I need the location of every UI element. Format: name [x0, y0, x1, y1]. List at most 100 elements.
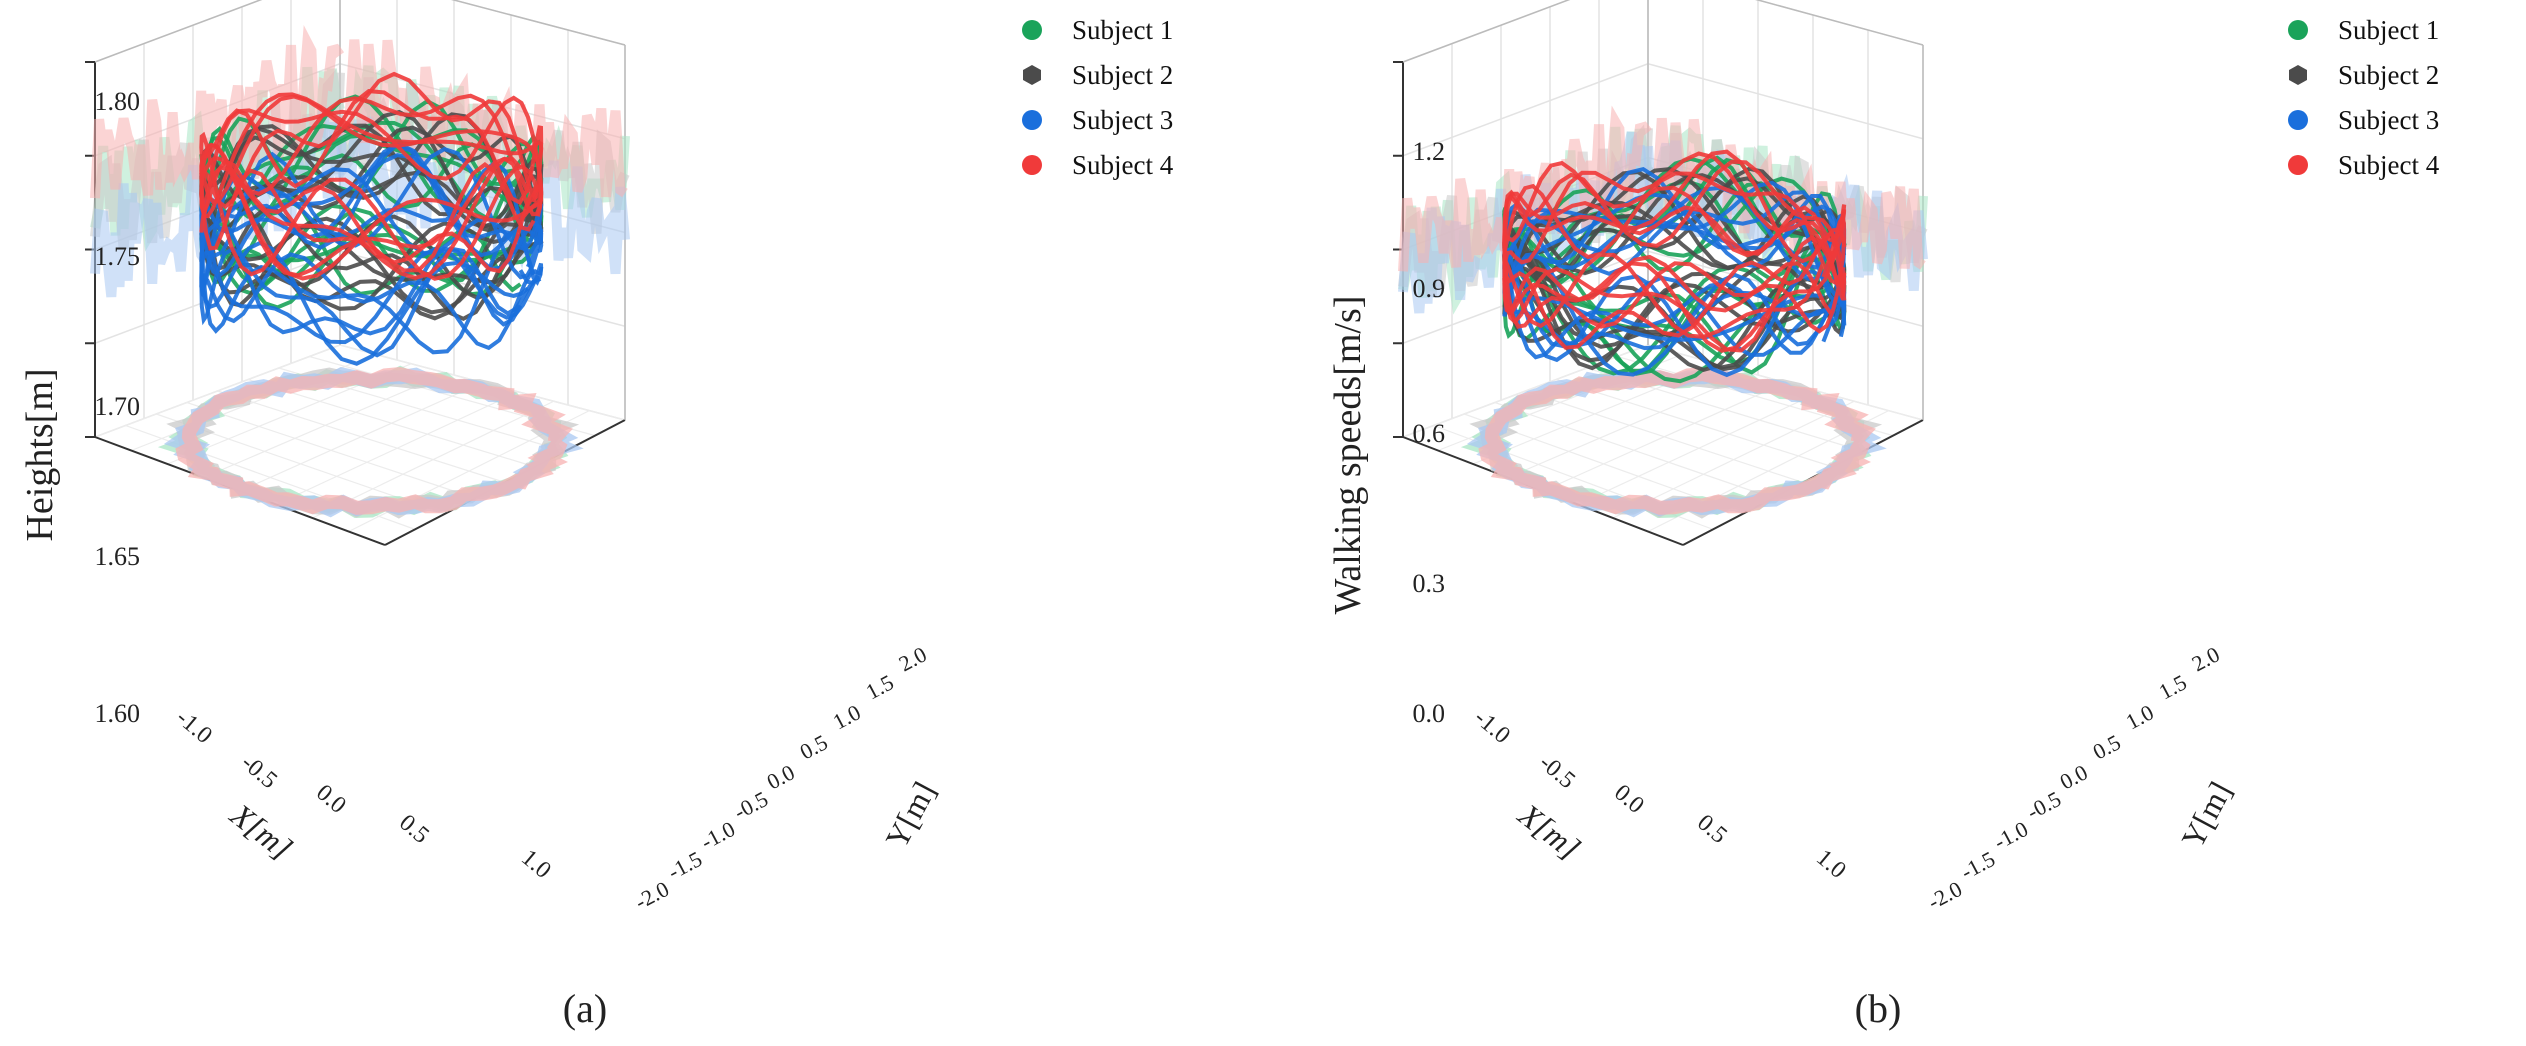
legend-label-subject-2: Subject 2 [1072, 60, 1173, 90]
legend-marker-subject-2 [2289, 65, 2307, 85]
chart-b-floor-projection [1460, 365, 1887, 519]
trajectory-subject-4 [1502, 172, 1847, 350]
chart-b-ytick: 1.5 [2155, 669, 2191, 704]
legend-marker-subject-4 [2288, 155, 2308, 175]
floor-gridline [1525, 390, 1804, 484]
trajectory-subject-4 [199, 95, 544, 280]
chart-a-ztick: 1.80 [95, 87, 141, 116]
chart-a-ytick: -1.0 [697, 816, 739, 854]
chart-a-ytick: -1.5 [664, 846, 706, 884]
chart-b-trajectories [1502, 149, 1847, 384]
floor-ring-subject-4 [1478, 367, 1876, 515]
chart-a-xtick: 0.0 [311, 780, 351, 819]
wall-projection-right [338, 39, 628, 198]
chart-a-ytick: -0.5 [730, 786, 772, 824]
chart-a-ytick: -2.0 [631, 876, 673, 914]
chart-a-trajectories [199, 71, 544, 366]
chart-b-xtick: 0.0 [1609, 780, 1649, 819]
box-edge [94, 0, 263, 63]
floor-gridline [247, 378, 536, 468]
chart-a-xlabel: X[m] [222, 795, 299, 866]
chart-b-ytick: -0.5 [2023, 786, 2065, 824]
wall-projection-right [1647, 117, 1926, 270]
floor-gridline [1555, 378, 1834, 468]
wall-gridline [1647, 250, 1924, 327]
caption-a: (a) [562, 986, 608, 1031]
trajectory-subject-4 [1502, 171, 1847, 339]
trajectory-subject-2 [199, 126, 544, 315]
chart-a-ytick: 1.5 [862, 669, 898, 704]
chart-b-ytick: -1.0 [1990, 816, 2032, 854]
chart-a-ztick: 1.65 [95, 542, 141, 571]
floor-ring-subject-4 [175, 367, 573, 515]
chart-b-ztick: 0.0 [1413, 699, 1446, 728]
chart-a-svg: Heights[m] X[m] Y[m] 1.60 1.65 1.70 1.75… [19, 0, 1174, 914]
chart-b-ytick: 2.0 [2188, 641, 2224, 676]
legend-marker-subject-3 [2288, 110, 2308, 130]
floor-gridline [1577, 391, 1821, 506]
chart-b-legend: Subject 1 Subject 2 Subject 3 Subject 4 [2288, 15, 2440, 180]
trajectory-subject-3 [199, 146, 544, 366]
floor-gridline [275, 391, 519, 506]
legend-marker-subject-2 [1023, 65, 1041, 85]
trajectory-subject-4 [1502, 159, 1847, 353]
chart-b-ztick: 0.9 [1413, 274, 1446, 303]
chart-b-xtick: 0.5 [1692, 810, 1732, 849]
chart-a-ztick: 1.75 [95, 242, 141, 271]
chart-panel-a: Heights[m] X[m] Y[m] 1.60 1.65 1.70 1.75… [19, 0, 1174, 1031]
legend-label-subject-1: Subject 1 [1072, 15, 1173, 45]
chart-a-ytick: 0.5 [796, 729, 832, 764]
chart-b-zlabel: Walking speeds[m/s] [1327, 296, 1369, 615]
box-edge [1755, 0, 1924, 46]
chart-a-ztick: 1.70 [95, 392, 141, 421]
caption-b: (b) [1854, 986, 1902, 1031]
trajectory-subject-3 [199, 151, 544, 336]
legend-label-subject-4: Subject 4 [1072, 150, 1174, 180]
floor-gridline [312, 400, 555, 519]
chart-b-xtick: 1.0 [1811, 845, 1851, 884]
chart-a-xtick: -1.0 [171, 705, 217, 749]
chart-b-ztick: 0.6 [1413, 419, 1446, 448]
trajectory-subject-3 [199, 141, 544, 355]
chart-b-svg: Walking speeds[m/s] X[m] Y[m] 0.0 0.3 0.… [1327, 0, 2440, 914]
chart-b-ytick: -2.0 [1924, 876, 1966, 914]
box-edge [451, 0, 626, 46]
wall-gridline [1402, 63, 1649, 157]
chart-b-ytick: 0.0 [2056, 759, 2092, 794]
chart-b-xtick: -1.0 [1469, 705, 1515, 749]
legend-marker-subject-4 [1022, 155, 1042, 175]
chart-b-ztick: 1.2 [1413, 137, 1446, 166]
trajectory-subject-2 [1502, 176, 1847, 370]
legend-marker-subject-3 [1022, 110, 1042, 130]
chart-a-ztick: 1.60 [95, 699, 141, 728]
chart-a-xtick: -0.5 [236, 750, 282, 794]
wall-gridline [94, 250, 341, 344]
chart-panel-b: Walking speeds[m/s] X[m] Y[m] 0.0 0.3 0.… [1263, 0, 2526, 1046]
legend-marker-subject-1 [2288, 20, 2308, 40]
chart-b-ytick: -1.5 [1957, 846, 1999, 884]
legend-label-subject-1: Subject 1 [2338, 15, 2439, 45]
chart-a-ytick: 2.0 [895, 641, 931, 676]
legend-label-subject-4: Subject 4 [2338, 150, 2440, 180]
chart-a-xtick: 0.5 [394, 810, 434, 849]
chart-b-ztick: 0.3 [1413, 569, 1446, 598]
floor-gridline [217, 390, 506, 484]
legend-label-subject-3: Subject 3 [2338, 105, 2439, 135]
chart-a-floor-projection [157, 365, 584, 519]
legend-label-subject-3: Subject 3 [1072, 105, 1173, 135]
legend-label-subject-2: Subject 2 [2338, 60, 2439, 90]
chart-b-ytick: 0.5 [2089, 729, 2125, 764]
box-edge [1402, 0, 1571, 63]
chart-b-xlabel: X[m] [1510, 795, 1587, 866]
chart-b-ytick: 1.0 [2122, 699, 2158, 734]
chart-a-xtick: 1.0 [516, 845, 556, 884]
chart-a-legend: Subject 1 Subject 2 Subject 3 Subject 4 [1022, 15, 1174, 180]
legend-marker-subject-1 [1022, 20, 1042, 40]
wall-gridline [1647, 63, 1924, 140]
chart-a-ytick: 1.0 [829, 699, 865, 734]
trajectory-subject-4 [199, 93, 544, 278]
chart-a-ytick: 0.0 [763, 759, 799, 794]
chart-b-ylabel: Y[m] [2174, 776, 2238, 854]
chart-a-zlabel: Heights[m] [19, 368, 61, 541]
chart-b-xtick: -0.5 [1534, 750, 1580, 794]
